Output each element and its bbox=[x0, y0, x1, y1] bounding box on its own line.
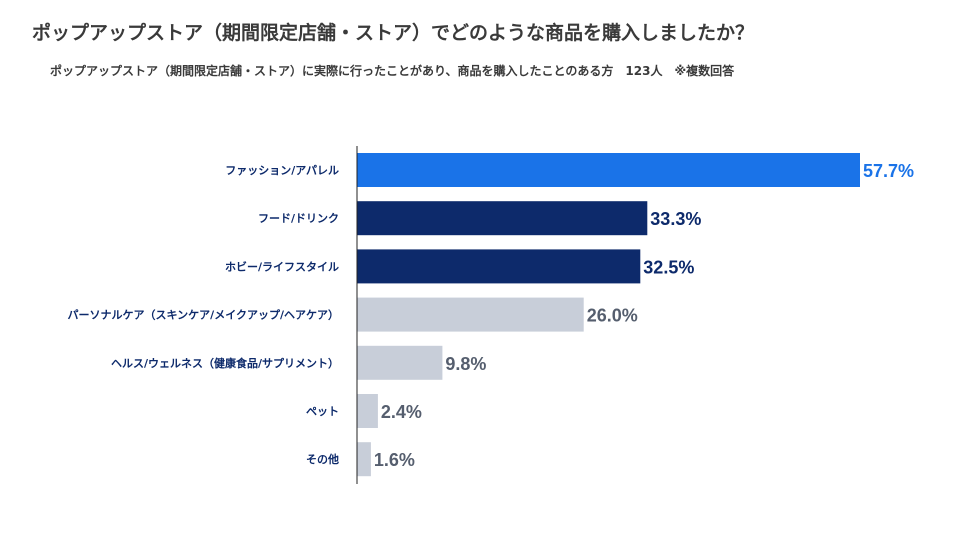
category-label-2: フード/ドリンク bbox=[258, 212, 339, 225]
value-label-2: 33.3% bbox=[650, 209, 701, 229]
value-label-5: 9.8% bbox=[445, 354, 486, 374]
value-label-6: 2.4% bbox=[381, 402, 422, 422]
bar-2 bbox=[357, 201, 648, 236]
value-label-3: 32.5% bbox=[643, 257, 694, 277]
chart-subtitle: ポップアップストア（期間限定店舗・ストア）に実際に行ったことがあり、商品を購入し… bbox=[50, 64, 735, 78]
category-label-3: ホビー/ライフスタイル bbox=[225, 259, 339, 273]
bar-1 bbox=[357, 153, 860, 187]
category-label-7: その他 bbox=[306, 452, 339, 466]
chart-title: ポップアップストア（期間限定店舗・ストア）でどのような商品を購入しましたか？ bbox=[32, 22, 755, 44]
value-label-7: 1.6% bbox=[374, 450, 415, 470]
category-label-6: ペット bbox=[306, 405, 339, 418]
value-label-4: 26.0% bbox=[587, 306, 638, 326]
bar-4 bbox=[357, 297, 584, 332]
category-label-5: ヘルス/ウェルネス（健康食品/サプリメント） bbox=[111, 356, 339, 370]
category-label-1: ファッション/アパレル bbox=[225, 164, 339, 177]
bar-3 bbox=[357, 249, 641, 284]
value-label-1: 57.7% bbox=[863, 161, 914, 181]
category-label-4: パーソナルケア（スキンケア/メイクアップ/ヘアケア） bbox=[68, 308, 339, 322]
bar-6 bbox=[357, 394, 378, 428]
bar-7 bbox=[357, 442, 371, 477]
bar-5 bbox=[357, 345, 443, 380]
